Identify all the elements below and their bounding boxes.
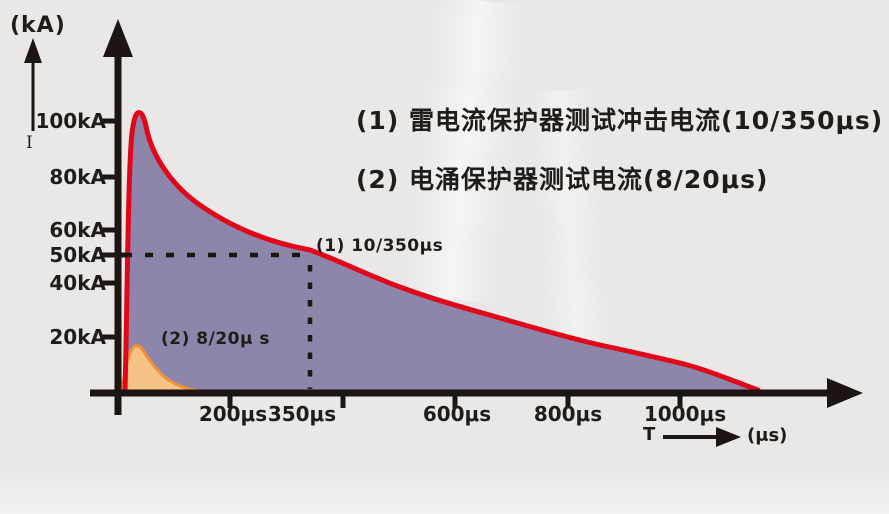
x-tick-label-200us: 200μs (198, 402, 268, 426)
y-tick-label-100kA: 100kA (35, 109, 106, 133)
x-tick-label-800us: 800μs (533, 402, 603, 426)
current-axis-arrow (24, 38, 42, 131)
time-symbol: T (643, 424, 656, 445)
curve1-line-10-350us (122, 109, 761, 394)
x-tick-label-350us: 350μs (267, 402, 337, 426)
curve2-annotation: (2) 8/20μ s (161, 329, 271, 349)
legend-line-1: (1) 雷电流保护器测试冲击电流(10/350μs) (356, 106, 884, 135)
x-tick-label-600us: 600μs (422, 402, 492, 426)
x-axis-unit-label: (μs) (747, 425, 788, 446)
x-tick-label-1000us: 1000μs (643, 402, 727, 426)
legend-line-2: (2) 电涌保护器测试电流(8/20μs) (356, 165, 769, 194)
y-axis-arrowhead (103, 19, 133, 57)
y-tick-label-20kA: 20kA (49, 325, 106, 349)
x-axis-arrowhead (827, 378, 863, 408)
x-axis-ticks (227, 394, 683, 408)
curve1-annotation: (1) 10/350μs (316, 236, 444, 256)
y-axis-ticks (100, 118, 127, 340)
curve1-area-10-350us (125, 112, 760, 391)
time-axis-arrow (663, 427, 741, 447)
y-tick-label-80kA: 80kA (49, 165, 106, 189)
current-symbol: I (26, 133, 33, 153)
y-tick-label-60kA: 60kA (49, 218, 106, 242)
y-axis-unit-label: (kA) (10, 13, 66, 38)
y-tick-label-40kA: 40kA (49, 271, 106, 295)
curve2-8-20us (119, 344, 209, 394)
y-tick-label-50kA: 50kA (49, 243, 106, 267)
